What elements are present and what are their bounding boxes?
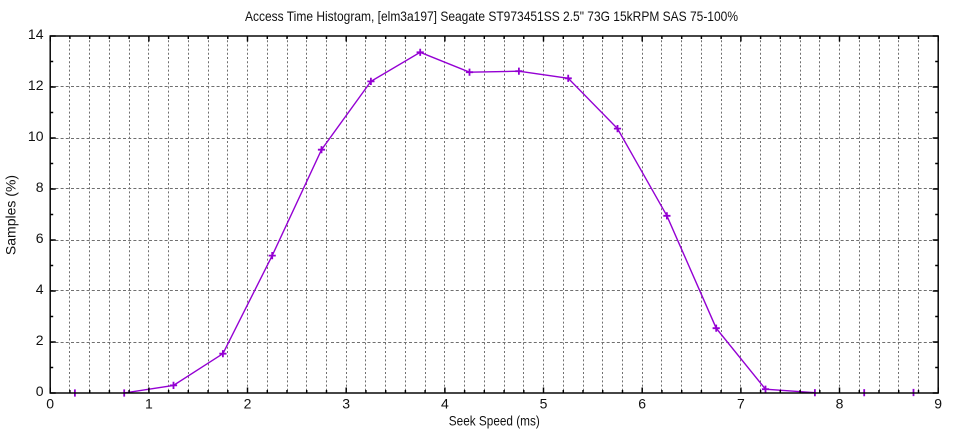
svg-text:1: 1 bbox=[145, 396, 153, 412]
svg-text:0: 0 bbox=[46, 396, 54, 412]
svg-text:8: 8 bbox=[836, 396, 844, 412]
svg-text:12: 12 bbox=[28, 77, 44, 93]
svg-text:6: 6 bbox=[36, 230, 44, 246]
svg-text:6: 6 bbox=[638, 396, 646, 412]
svg-text:4: 4 bbox=[36, 281, 44, 297]
svg-text:0: 0 bbox=[36, 383, 44, 399]
svg-text:14: 14 bbox=[28, 26, 44, 42]
svg-text:Seek Speed (ms): Seek Speed (ms) bbox=[449, 413, 540, 429]
svg-text:Samples (%): Samples (%) bbox=[3, 175, 19, 255]
svg-text:2: 2 bbox=[244, 396, 252, 412]
svg-text:4: 4 bbox=[441, 396, 449, 412]
svg-text:9: 9 bbox=[934, 396, 942, 412]
svg-text:Access Time Histogram, [elm3a1: Access Time Histogram, [elm3a197] Seagat… bbox=[245, 8, 738, 24]
svg-text:10: 10 bbox=[28, 128, 44, 144]
svg-text:8: 8 bbox=[36, 179, 44, 195]
svg-text:2: 2 bbox=[36, 332, 44, 348]
svg-text:5: 5 bbox=[540, 396, 548, 412]
svg-text:3: 3 bbox=[342, 396, 350, 412]
svg-text:7: 7 bbox=[737, 396, 745, 412]
